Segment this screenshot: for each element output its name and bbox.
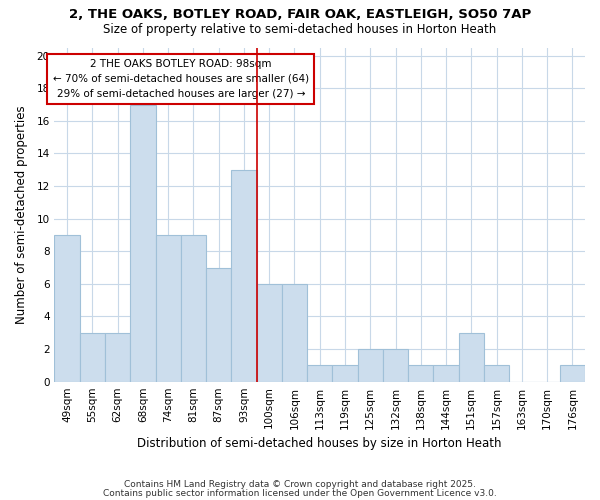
- Y-axis label: Number of semi-detached properties: Number of semi-detached properties: [15, 106, 28, 324]
- Text: Contains public sector information licensed under the Open Government Licence v3: Contains public sector information licen…: [103, 488, 497, 498]
- Text: Contains HM Land Registry data © Crown copyright and database right 2025.: Contains HM Land Registry data © Crown c…: [124, 480, 476, 489]
- Text: 2, THE OAKS, BOTLEY ROAD, FAIR OAK, EASTLEIGH, SO50 7AP: 2, THE OAKS, BOTLEY ROAD, FAIR OAK, EAST…: [69, 8, 531, 20]
- Text: Size of property relative to semi-detached houses in Horton Heath: Size of property relative to semi-detach…: [103, 22, 497, 36]
- Bar: [307, 366, 332, 382]
- Bar: [80, 333, 105, 382]
- Text: 2 THE OAKS BOTLEY ROAD: 98sqm
← 70% of semi-detached houses are smaller (64)
29%: 2 THE OAKS BOTLEY ROAD: 98sqm ← 70% of s…: [53, 59, 309, 98]
- Bar: [231, 170, 257, 382]
- Bar: [358, 349, 383, 382]
- X-axis label: Distribution of semi-detached houses by size in Horton Heath: Distribution of semi-detached houses by …: [137, 437, 502, 450]
- Bar: [282, 284, 307, 382]
- Bar: [332, 366, 358, 382]
- Bar: [55, 235, 80, 382]
- Bar: [105, 333, 130, 382]
- Bar: [181, 235, 206, 382]
- Bar: [206, 268, 231, 382]
- Bar: [484, 366, 509, 382]
- Bar: [408, 366, 433, 382]
- Bar: [130, 104, 155, 382]
- Bar: [257, 284, 282, 382]
- Bar: [433, 366, 458, 382]
- Bar: [560, 366, 585, 382]
- Bar: [383, 349, 408, 382]
- Bar: [155, 235, 181, 382]
- Bar: [458, 333, 484, 382]
